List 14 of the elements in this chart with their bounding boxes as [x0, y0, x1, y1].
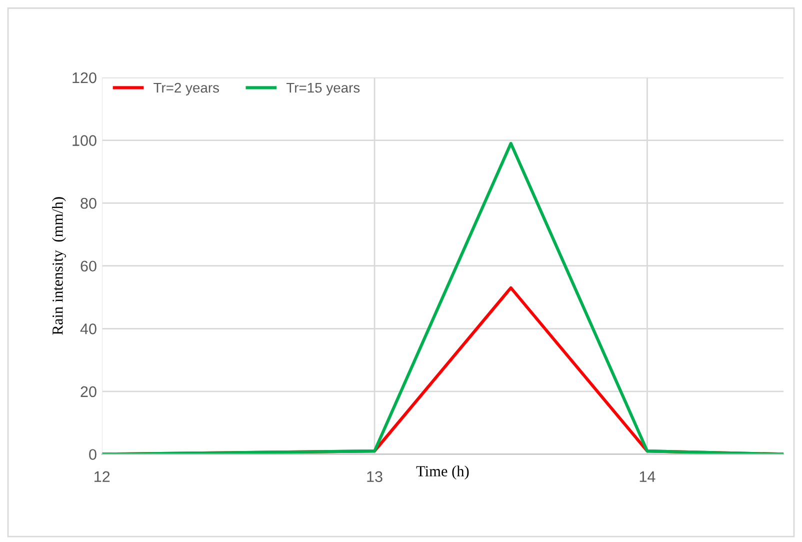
y-tick-label: 20 [80, 386, 96, 398]
x-tick-label: 13 [367, 471, 382, 482]
y-tick-label: 100 [72, 135, 96, 146]
x-tick-label: 12 [94, 471, 110, 482]
legend-label: Tr=2 years [154, 82, 219, 96]
x-tick-label: 14 [640, 471, 656, 482]
x-axis-title: Time (h) [416, 466, 469, 480]
y-tick-label: 80 [80, 198, 96, 209]
y-tick-label: 0 [89, 449, 96, 460]
y-tick-label: 40 [80, 324, 96, 334]
legend-label: Tr=15 years [286, 82, 360, 96]
y-tick-label: 60 [80, 260, 96, 272]
y-axis-title: Rain intensity (mm/h) [52, 197, 66, 335]
y-tick-label: 120 [72, 72, 96, 84]
